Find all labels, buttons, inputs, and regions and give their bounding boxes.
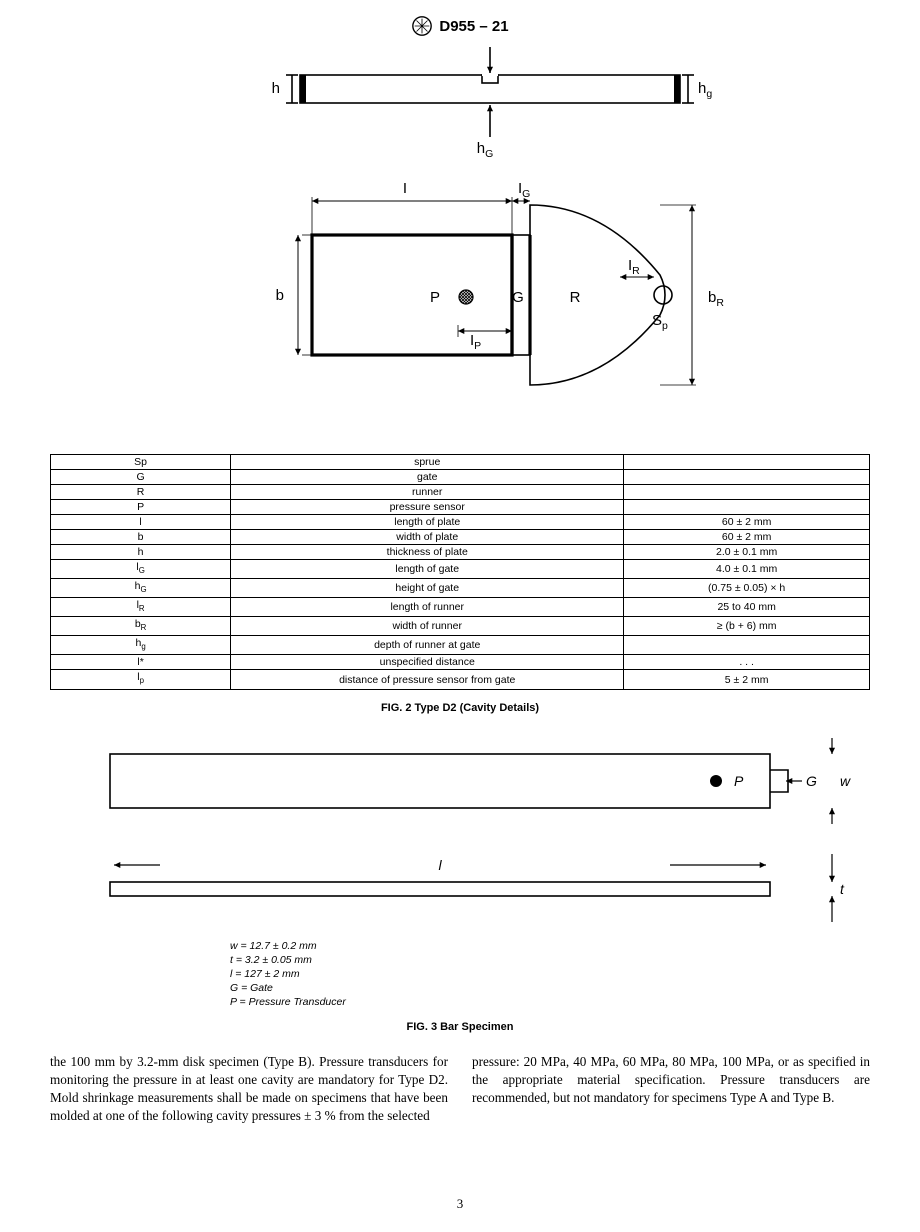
svg-text:R: R: [570, 289, 581, 306]
svg-text:Sp: Sp: [652, 312, 668, 332]
table-row: bRwidth of runner≥ (b + 6) mm: [51, 617, 870, 636]
svg-text:G: G: [512, 289, 524, 306]
fig3-legend: w = 12.7 ± 0.2 mm t = 3.2 ± 0.05 mm l = …: [230, 939, 870, 1010]
table-row: hGheight of gate(0.75 ± 0.05) × h: [51, 579, 870, 598]
svg-text:IG: IG: [518, 180, 530, 200]
table-row: Ggate: [51, 470, 870, 485]
page-header: D955 – 21: [50, 15, 870, 37]
table-row: hthickness of plate2.0 ± 0.1 mm: [51, 545, 870, 560]
fig3-diagram: P Gw l t: [50, 734, 870, 939]
svg-text:IP: IP: [470, 332, 481, 352]
svg-text:hg: hg: [698, 80, 712, 100]
svg-text:w: w: [840, 773, 851, 789]
table-row: Spsprue: [51, 455, 870, 470]
body-text: the 100 mm by 3.2-mm disk specimen (Type…: [50, 1053, 870, 1124]
svg-text:bR: bR: [708, 289, 724, 309]
table-row: lpdistance of pressure sensor from gate5…: [51, 670, 870, 689]
body-col-right: pressure: 20 MPa, 40 MPa, 60 MPa, 80 MPa…: [472, 1053, 870, 1124]
spec-table: SpsprueGgateRrunnerPpressure sensorlleng…: [50, 454, 870, 690]
svg-text:hG: hG: [477, 140, 494, 160]
table-row: lGlength of gate4.0 ± 0.1 mm: [51, 560, 870, 579]
svg-text:P: P: [734, 773, 744, 789]
table-row: bwidth of plate60 ± 2 mm: [51, 530, 870, 545]
fig2-caption: FIG. 2 Type D2 (Cavity Details): [50, 702, 870, 714]
body-col-left: the 100 mm by 3.2-mm disk specimen (Type…: [50, 1053, 448, 1124]
svg-text:b: b: [276, 287, 284, 304]
svg-text:IR: IR: [628, 257, 640, 277]
page-number: 3: [0, 1196, 920, 1212]
table-row: l*unspecified distance. . .: [51, 655, 870, 670]
fig2-diagram: h hg hG I IG b P IP G R IR Sp bR: [50, 45, 870, 450]
astm-logo-icon: [411, 15, 433, 37]
fig3-caption: FIG. 3 Bar Specimen: [50, 1021, 870, 1033]
svg-text:h: h: [272, 80, 280, 97]
table-row: llength of plate60 ± 2 mm: [51, 515, 870, 530]
table-row: Rrunner: [51, 485, 870, 500]
svg-text:I: I: [403, 180, 407, 197]
svg-text:G: G: [806, 773, 817, 789]
table-row: hgdepth of runner at gate: [51, 636, 870, 655]
table-row: lRlength of runner25 to 40 mm: [51, 598, 870, 617]
svg-text:P: P: [430, 289, 440, 306]
svg-text:l: l: [438, 857, 442, 873]
standard-id: D955 – 21: [439, 18, 508, 35]
table-row: Ppressure sensor: [51, 500, 870, 515]
svg-text:t: t: [840, 881, 845, 897]
